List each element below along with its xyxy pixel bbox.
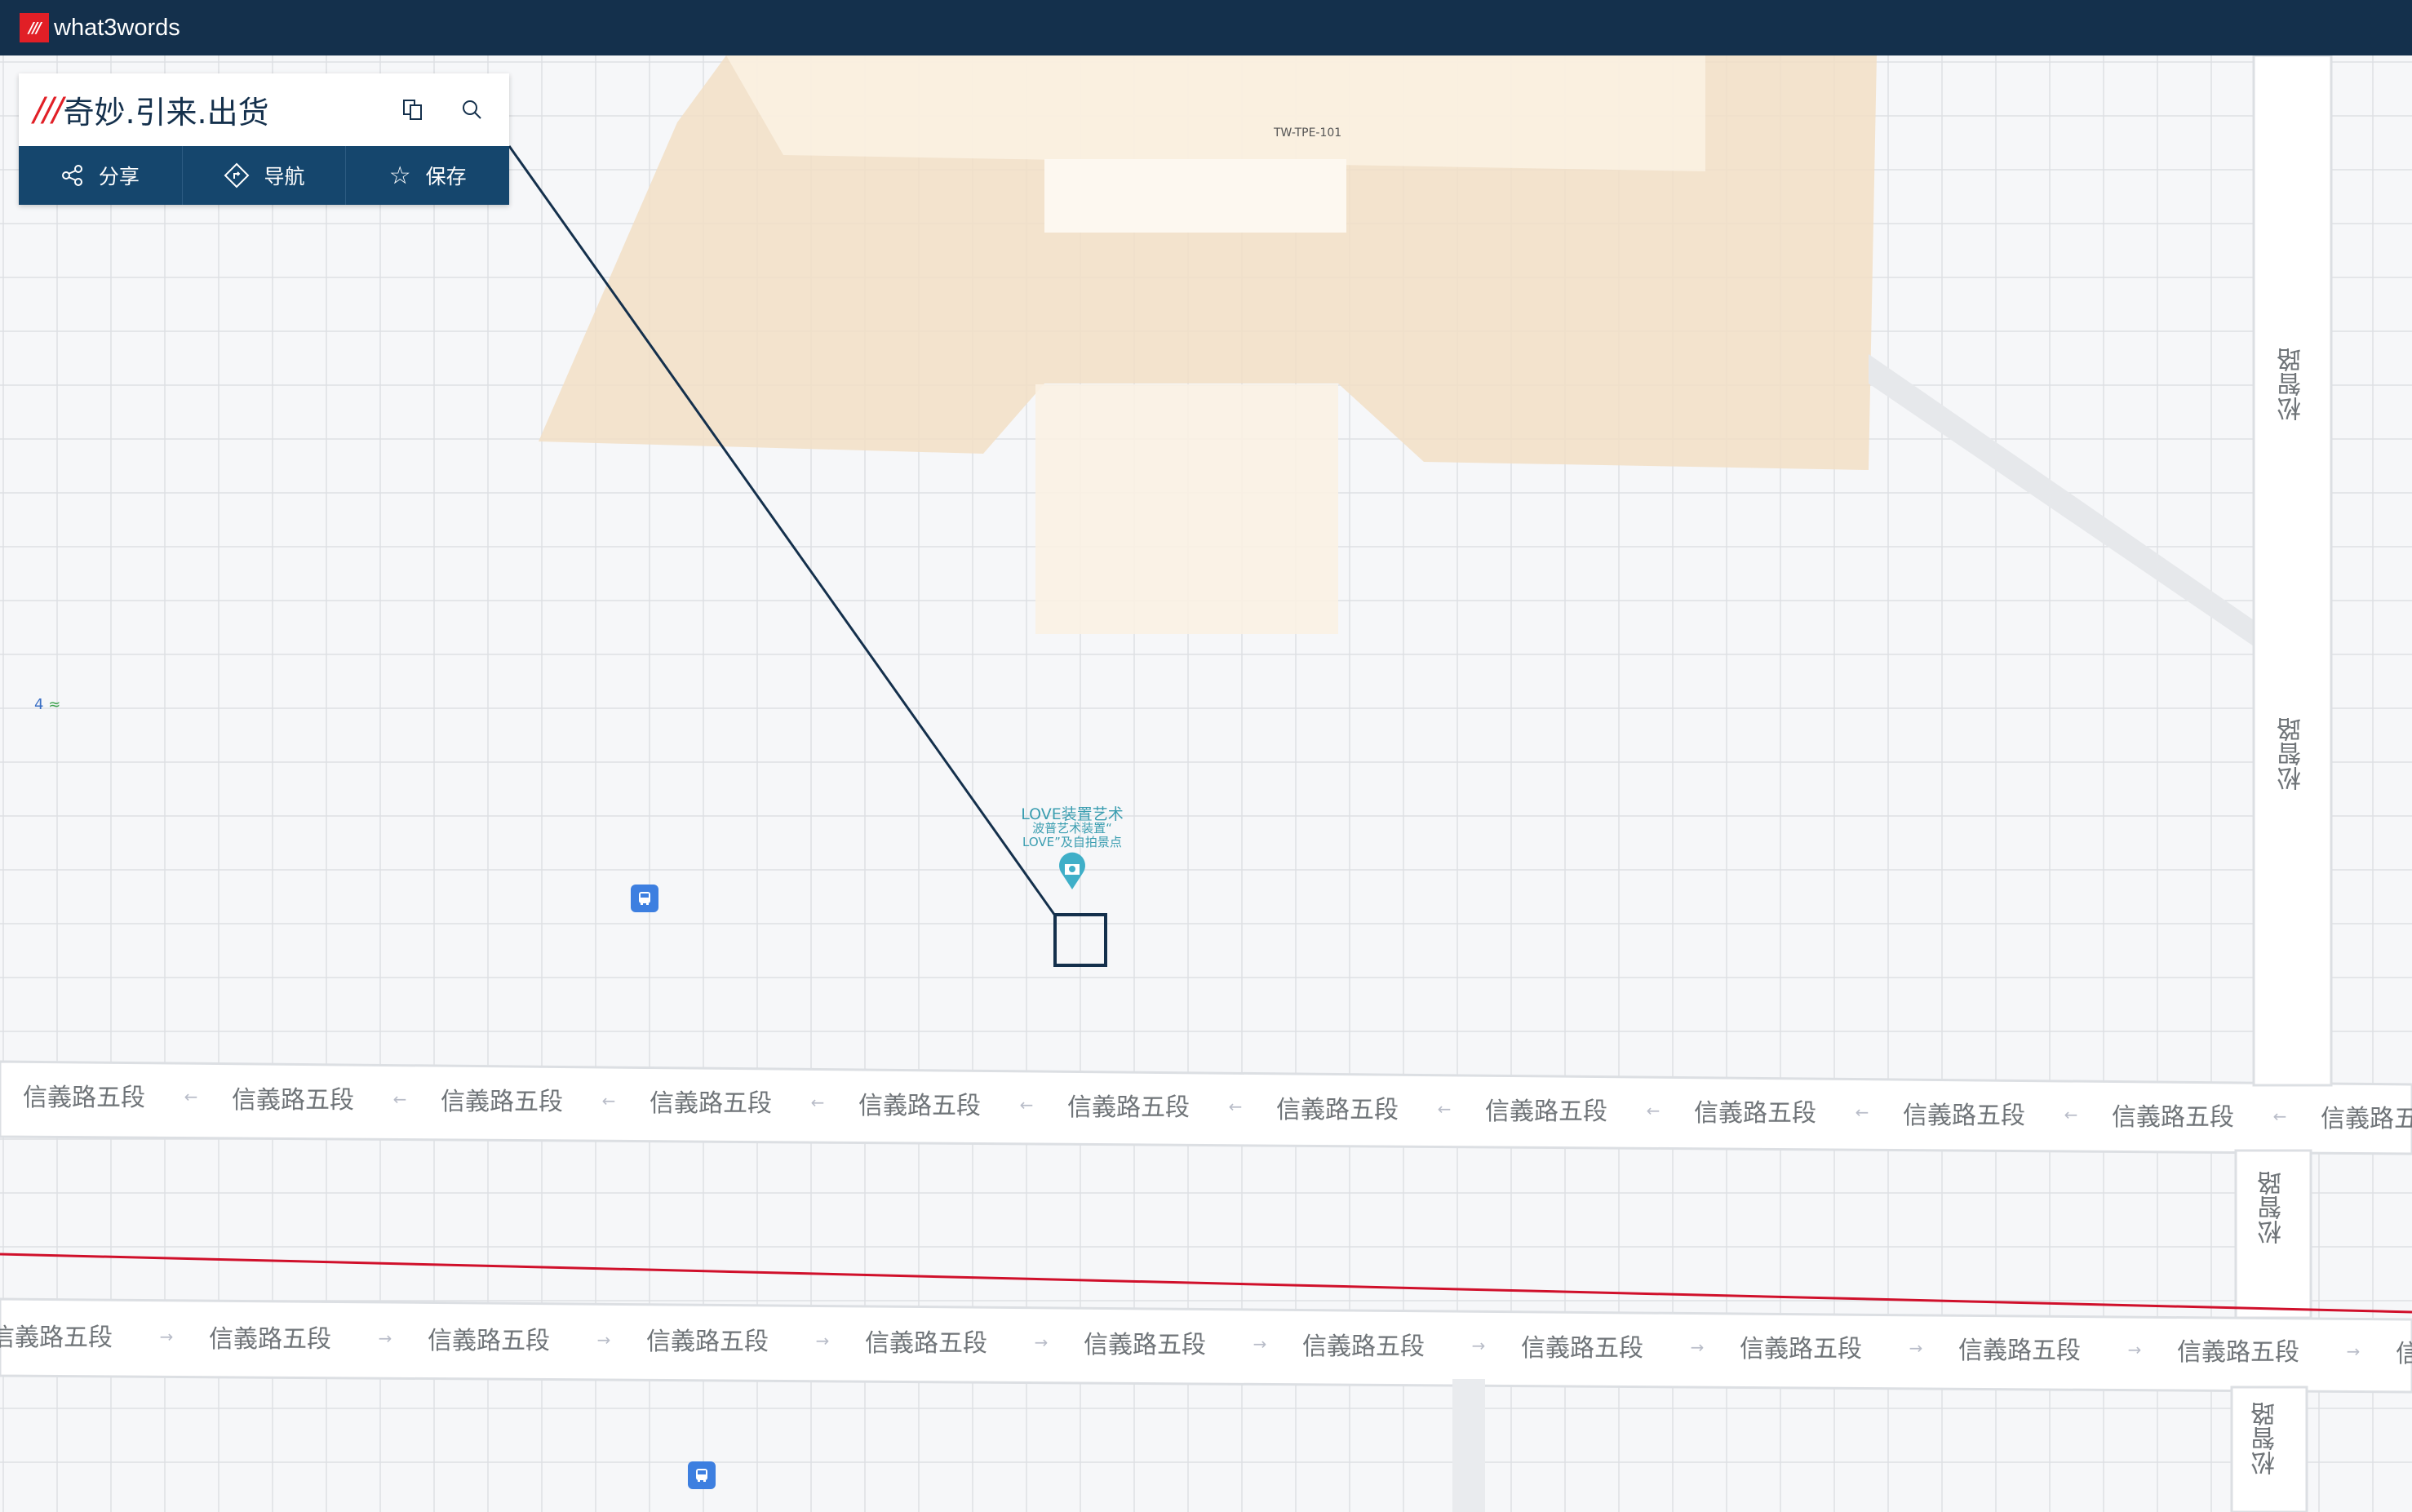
save-button[interactable]: ☆ 保存 <box>346 146 509 205</box>
navigate-button[interactable]: 导航 <box>183 146 347 205</box>
share-button[interactable]: 分享 <box>19 146 183 205</box>
address-card: /// 奇妙.引来.出货 分享 导航 ☆ 保存 <box>19 73 509 205</box>
poi-pin-icon <box>1059 852 1085 889</box>
building-atrium <box>1044 159 1346 233</box>
road-label-lower: 信義路五段 <box>209 1324 331 1354</box>
share-label: 分享 <box>98 165 140 188</box>
boundary-line <box>0 1253 2412 1314</box>
road-side-lower <box>2230 1386 2308 1512</box>
poi-subtitle-2: LOVE”及自拍景点 <box>1022 835 1122 849</box>
one-way-arrow-right: → <box>159 1327 174 1346</box>
one-way-arrow-right: → <box>2346 1341 2361 1362</box>
poi-love-sculpture[interactable]: LOVE装置艺术 波普艺术装置“ LOVE”及自拍景点 <box>1021 805 1124 849</box>
one-way-arrow-right: → <box>1909 1338 1923 1359</box>
road-label-side: 松智路 <box>2251 1402 2280 1475</box>
one-way-arrow-left: ← <box>1228 1097 1243 1117</box>
road-label-upper: 信義路五段 <box>1694 1099 1816 1128</box>
one-way-arrow-right: → <box>2127 1340 2142 1360</box>
road-upper <box>0 1060 2412 1155</box>
one-way-arrow-left: ← <box>810 1093 825 1113</box>
one-way-arrow-right: → <box>1471 1335 1486 1355</box>
brand-name: what3words <box>54 14 180 41</box>
road-label-lower: 信義路五段 <box>0 1324 113 1352</box>
road-side-middle <box>2234 1149 2312 1319</box>
one-way-arrow-left: ← <box>1019 1094 1034 1115</box>
road-label-upper: 信義路五段 <box>1903 1101 2025 1130</box>
road-label-upper: 信義路五段 <box>858 1091 981 1120</box>
one-way-arrow-right: → <box>1034 1332 1049 1353</box>
road-label-lower: 信 <box>2396 1339 2412 1368</box>
road-label-upper: 信義路五段 <box>650 1089 772 1119</box>
road-label-lower: 信義路五段 <box>428 1326 550 1355</box>
top-bar: /// what3words <box>0 0 2412 55</box>
building-annex <box>1035 384 1338 634</box>
road-label-upper: 信義路五段 <box>1276 1095 1399 1124</box>
one-way-arrow-right: → <box>596 1329 611 1350</box>
road-lower <box>0 1297 2412 1394</box>
bus-stop-icon[interactable] <box>631 885 658 912</box>
one-way-arrow-right: → <box>1690 1337 1705 1357</box>
road-label-lower: 信義路五段 <box>1521 1333 1643 1363</box>
road-label-upper: 信義路五段 <box>23 1084 145 1113</box>
pointer-line <box>508 145 1057 916</box>
one-way-arrow-right: → <box>815 1331 830 1351</box>
road-label-lower: 信義路五段 <box>646 1328 769 1357</box>
selected-square <box>1053 913 1107 967</box>
transit-icon: ≈ <box>48 696 61 713</box>
road-side-upper <box>2252 55 2333 1087</box>
one-way-arrow-left: ← <box>2272 1106 2287 1127</box>
road-label-side: 松智路 <box>2258 1171 2286 1244</box>
building-label: TW-TPE-101 <box>1274 126 1342 140</box>
one-way-arrow-left: ← <box>601 1091 616 1111</box>
road-label-upper: 信義路五段 <box>441 1088 563 1117</box>
transit-number: 4 <box>34 696 44 713</box>
navigate-label: 导航 <box>264 165 305 188</box>
road-label-lower: 信義路五段 <box>2177 1338 2299 1368</box>
one-way-arrow-left: ← <box>2064 1104 2078 1124</box>
road-label-lower: 信義路五段 <box>1958 1337 2081 1366</box>
road-label-lower: 信義路五段 <box>1302 1332 1425 1361</box>
road-label-upper: 信義路五段 <box>2112 1103 2234 1133</box>
what3words-logo[interactable]: /// <box>20 13 49 42</box>
bus-stop-icon[interactable] <box>688 1461 716 1489</box>
road-label-lower: 信義路五段 <box>1740 1335 1862 1364</box>
share-icon <box>61 165 82 186</box>
road-label-upper: 信義路五段 <box>232 1085 354 1115</box>
road-label-lower: 信義路五段 <box>865 1329 987 1359</box>
road-label-upper: 信義路五 <box>2321 1105 2412 1134</box>
logo-mark: /// <box>29 19 42 37</box>
one-way-arrow-left: ← <box>1855 1102 1869 1123</box>
navigate-icon <box>224 162 249 188</box>
map[interactable] <box>0 55 2412 1512</box>
save-label: 保存 <box>425 165 467 188</box>
alley <box>1452 1379 1485 1512</box>
one-way-arrow-right: → <box>378 1328 392 1348</box>
road-label-lower: 信義路五段 <box>1084 1331 1206 1360</box>
walkway <box>1869 354 2254 646</box>
one-way-arrow-left: ← <box>184 1087 198 1107</box>
w3w-address[interactable]: 奇妙.引来.出货 <box>63 95 269 131</box>
transit-label[interactable]: 4 ≈ <box>34 696 60 713</box>
one-way-arrow-left: ← <box>392 1089 407 1109</box>
poi-subtitle: 波普艺术装置“ <box>1032 821 1112 836</box>
search-icon[interactable] <box>457 95 486 124</box>
road-label-side: 松智路 <box>2277 717 2306 791</box>
one-way-arrow-right: → <box>1253 1334 1267 1355</box>
road-label-upper: 信義路五段 <box>1067 1093 1190 1123</box>
one-way-arrow-left: ← <box>1646 1100 1660 1120</box>
star-icon: ☆ <box>388 161 411 190</box>
building-upper <box>726 55 1705 171</box>
one-way-arrow-left: ← <box>1437 1098 1452 1119</box>
road-label-upper: 信義路五段 <box>1485 1097 1607 1126</box>
poi-title: LOVE装置艺术 <box>1021 805 1124 823</box>
copy-icon[interactable] <box>398 95 428 124</box>
road-label-side: 松智路 <box>2277 348 2306 421</box>
w3w-slashes: /// <box>33 91 63 129</box>
